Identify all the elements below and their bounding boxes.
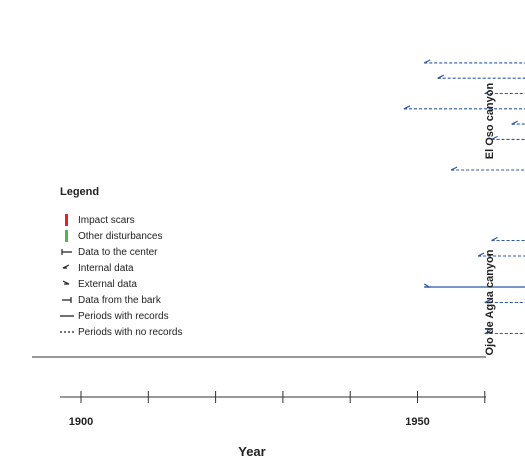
record-legend-symbol (60, 315, 74, 317)
tree-series-row (484, 329, 525, 335)
internal-data-marker (403, 105, 411, 110)
legend-item-label: External data (78, 278, 137, 290)
tree-series-row (450, 166, 525, 171)
bark-symbol (62, 297, 72, 303)
legend-item: Other disturbances (60, 228, 220, 244)
legend-item: Impact scars (60, 212, 220, 228)
tree-series-row (437, 74, 525, 79)
other-legend-symbol (65, 230, 68, 242)
center-symbol (61, 249, 72, 255)
legend-item: External data (60, 276, 220, 292)
legend-item: Internal data (60, 260, 220, 276)
internal-legend-symbol (62, 264, 70, 269)
center-legend-symbol (61, 249, 72, 255)
impact-swatch (65, 214, 68, 226)
legend-item-label: Other disturbances (78, 230, 163, 242)
internal-data-marker (484, 329, 492, 335)
legend-item: Periods with no records (60, 324, 220, 340)
x-axis: 1900195020001990199119932003200420052008… (32, 356, 486, 428)
tree-series-row (477, 252, 525, 257)
internal-symbol (62, 264, 70, 269)
impact-legend-symbol (65, 214, 68, 226)
external-symbol (62, 280, 70, 285)
tree-series-row (423, 59, 525, 64)
legend-item: Data to the center (60, 244, 220, 260)
legend-item-label: Internal data (78, 262, 134, 274)
x-tick-label: 1950 (405, 416, 429, 428)
legend-item-label: Data to the center (78, 246, 158, 258)
x-axis-label: Year (238, 444, 265, 459)
legend-item-label: Periods with no records (78, 326, 183, 338)
internal-data-marker (484, 89, 492, 95)
other-swatch (65, 230, 68, 242)
internal-data-marker (423, 59, 431, 64)
legend-item-label: Data from the bark (78, 294, 161, 306)
internal-data-marker (491, 135, 498, 140)
tree-series-row (403, 105, 525, 110)
tree-series-row (484, 298, 525, 304)
legend-item: Data from the bark (60, 292, 220, 308)
tree-series (403, 59, 525, 335)
legend: Legend Impact scars Other disturbances Dat… (60, 186, 220, 340)
legend-item: Periods with records (60, 308, 220, 324)
group-labels: El Oso canyon Ojo de Agua canyon (484, 83, 496, 356)
legend-item-label: Periods with records (78, 310, 169, 322)
internal-data-marker (491, 236, 498, 242)
internal-data-marker (450, 166, 458, 171)
internal-data-marker (437, 74, 444, 79)
internal-data-marker (484, 298, 492, 304)
norecord-legend-symbol (60, 331, 74, 333)
tree-series-row (491, 236, 525, 242)
tree-series-row (484, 89, 525, 95)
external-data-marker (423, 283, 432, 288)
x-tick-label: 1900 (69, 416, 93, 428)
legend-title: Legend (60, 186, 100, 198)
tree-series-row (491, 135, 525, 140)
tree-series-row (511, 120, 525, 125)
bark-legend-symbol (62, 297, 72, 303)
internal-data-marker (477, 252, 485, 257)
external-legend-symbol (62, 280, 70, 285)
group-label: El Oso canyon (484, 83, 496, 160)
group-label: Ojo de Agua canyon (484, 249, 496, 355)
legend-item-label: Impact scars (78, 214, 135, 226)
tree-series-row (423, 283, 525, 288)
internal-data-marker (511, 120, 518, 125)
